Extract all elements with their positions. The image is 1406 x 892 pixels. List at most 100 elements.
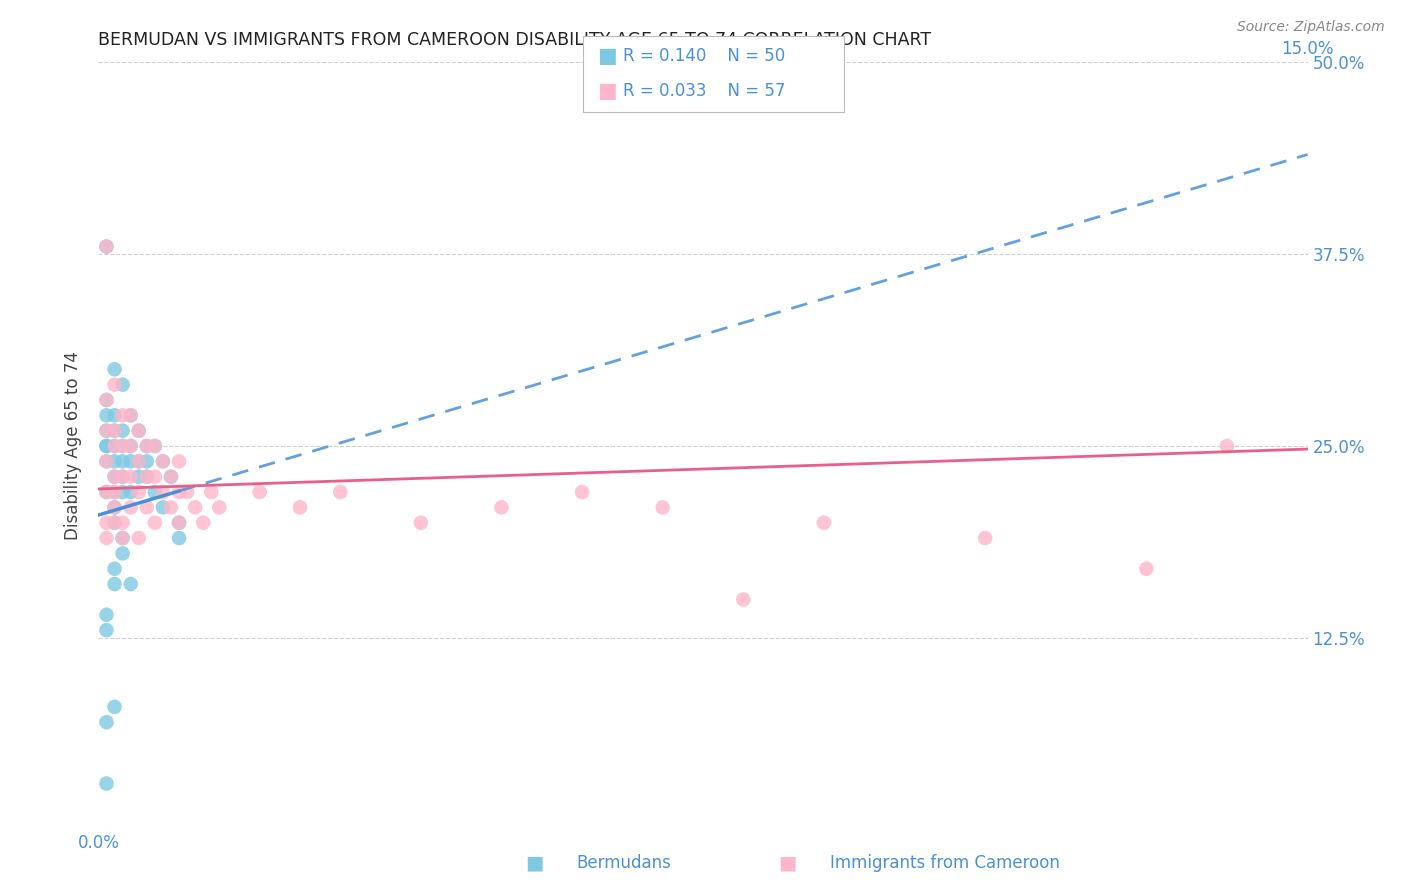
Text: BERMUDAN VS IMMIGRANTS FROM CAMEROON DISABILITY AGE 65 TO 74 CORRELATION CHART: BERMUDAN VS IMMIGRANTS FROM CAMEROON DIS… — [98, 31, 932, 49]
Point — [96, 531, 118, 545]
Point — [193, 516, 215, 530]
Point — [96, 239, 118, 253]
Point — [96, 607, 118, 622]
Point — [111, 439, 134, 453]
Point — [200, 485, 222, 500]
Point — [128, 424, 150, 438]
Point — [96, 516, 118, 530]
Point — [135, 469, 157, 483]
Point — [184, 500, 207, 515]
Text: Bermudans: Bermudans — [576, 855, 671, 872]
Point — [167, 516, 190, 530]
Point — [103, 439, 125, 453]
Point — [103, 500, 125, 515]
Point — [135, 439, 157, 453]
Point — [167, 485, 190, 500]
Point — [143, 485, 166, 500]
Point — [128, 531, 150, 545]
Point — [152, 454, 174, 468]
Point — [143, 439, 166, 453]
Point — [96, 439, 118, 453]
Point — [409, 516, 432, 530]
Point — [103, 424, 125, 438]
Point — [96, 454, 118, 468]
Point — [103, 454, 125, 468]
Point — [135, 469, 157, 483]
Point — [96, 454, 118, 468]
Text: R = 0.033    N = 57: R = 0.033 N = 57 — [623, 82, 785, 100]
Point — [96, 424, 118, 438]
Point — [329, 485, 352, 500]
Point — [249, 485, 271, 500]
Point — [120, 409, 142, 423]
Point — [111, 409, 134, 423]
Point — [120, 500, 142, 515]
Point — [103, 439, 125, 453]
Point — [974, 531, 997, 545]
Point — [152, 454, 174, 468]
Point — [103, 516, 125, 530]
Text: Source: ZipAtlas.com: Source: ZipAtlas.com — [1237, 20, 1385, 34]
Point — [96, 439, 118, 453]
Point — [96, 392, 118, 407]
Point — [96, 392, 118, 407]
Point — [103, 577, 125, 591]
Point — [103, 500, 125, 515]
Point — [143, 469, 166, 483]
Point — [120, 469, 142, 483]
Point — [103, 409, 125, 423]
Point — [120, 439, 142, 453]
Point — [103, 485, 125, 500]
Point — [135, 439, 157, 453]
Point — [103, 516, 125, 530]
Point — [160, 469, 183, 483]
Point — [733, 592, 755, 607]
Point — [152, 485, 174, 500]
Point — [152, 500, 174, 515]
Text: ■: ■ — [598, 46, 617, 66]
Point — [96, 424, 118, 438]
Point — [96, 623, 118, 637]
Text: Immigrants from Cameroon: Immigrants from Cameroon — [830, 855, 1059, 872]
Point — [96, 409, 118, 423]
Point — [128, 485, 150, 500]
Point — [96, 485, 118, 500]
Point — [103, 424, 125, 438]
Point — [491, 500, 513, 515]
Point — [103, 485, 125, 500]
Point — [1135, 562, 1157, 576]
Point — [111, 377, 134, 392]
Point — [103, 362, 125, 376]
Point — [128, 454, 150, 468]
Text: ■: ■ — [524, 854, 544, 872]
Point — [135, 500, 157, 515]
Point — [103, 562, 125, 576]
Point — [120, 485, 142, 500]
Point — [103, 699, 125, 714]
Point — [135, 454, 157, 468]
Point — [96, 776, 118, 790]
Text: ■: ■ — [778, 854, 797, 872]
Point — [167, 454, 190, 468]
Point — [111, 485, 134, 500]
Point — [103, 469, 125, 483]
Y-axis label: Disability Age 65 to 74: Disability Age 65 to 74 — [65, 351, 83, 541]
Point — [111, 531, 134, 545]
Point — [96, 239, 118, 253]
Point — [208, 500, 231, 515]
Text: R = 0.140    N = 50: R = 0.140 N = 50 — [623, 47, 785, 65]
Point — [120, 439, 142, 453]
Point — [160, 500, 183, 515]
Point — [128, 454, 150, 468]
Point — [111, 439, 134, 453]
Point — [143, 439, 166, 453]
Point — [128, 424, 150, 438]
Point — [176, 485, 198, 500]
Point — [120, 454, 142, 468]
Point — [1216, 439, 1239, 453]
Point — [111, 469, 134, 483]
Point — [111, 454, 134, 468]
Point — [96, 485, 118, 500]
Point — [111, 469, 134, 483]
Point — [167, 516, 190, 530]
